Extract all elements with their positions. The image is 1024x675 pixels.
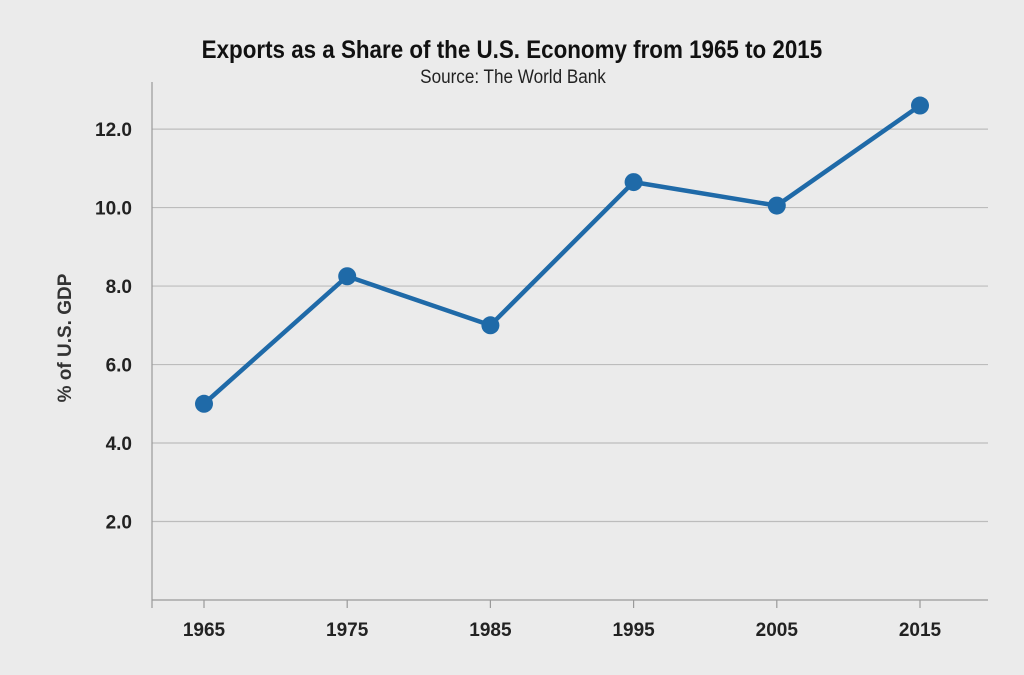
- x-tick-label: 2015: [899, 620, 942, 641]
- axes: [151, 82, 988, 608]
- data-point: [481, 316, 500, 335]
- y-tick-label: 12.0: [95, 120, 132, 141]
- y-tick-label: 4.0: [106, 434, 132, 455]
- x-tick-label: 1995: [612, 620, 655, 641]
- chart-title: Exports as a Share of the U.S. Economy f…: [201, 36, 823, 64]
- x-tick-label: 1965: [183, 620, 226, 641]
- tick-labels: 2.0 4.0 6.0 8.0 10.0 12.0 1965 1975 1985 1995 2005…: [55, 120, 942, 641]
- chart-subtitle: Source: The World Bank: [420, 67, 606, 88]
- data-point: [767, 196, 786, 215]
- data-point: [195, 394, 213, 413]
- y-tick-label: 10.0: [95, 199, 132, 220]
- y-tick-label: 2.0: [106, 513, 132, 534]
- y-tick-label: 6.0: [106, 356, 132, 377]
- series: [195, 96, 929, 413]
- x-tick-label: 1975: [326, 620, 369, 641]
- data-point: [624, 173, 643, 192]
- x-tick-label: 2005: [756, 620, 799, 641]
- y-tick-label: 8.0: [106, 277, 132, 298]
- data-point: [338, 267, 357, 286]
- gridlines: [152, 128, 988, 523]
- y-axis-label: % of U.S. GDP: [55, 273, 76, 402]
- x-tick-label: 1985: [469, 620, 512, 641]
- data-point: [911, 96, 929, 115]
- series-line: [201, 103, 923, 407]
